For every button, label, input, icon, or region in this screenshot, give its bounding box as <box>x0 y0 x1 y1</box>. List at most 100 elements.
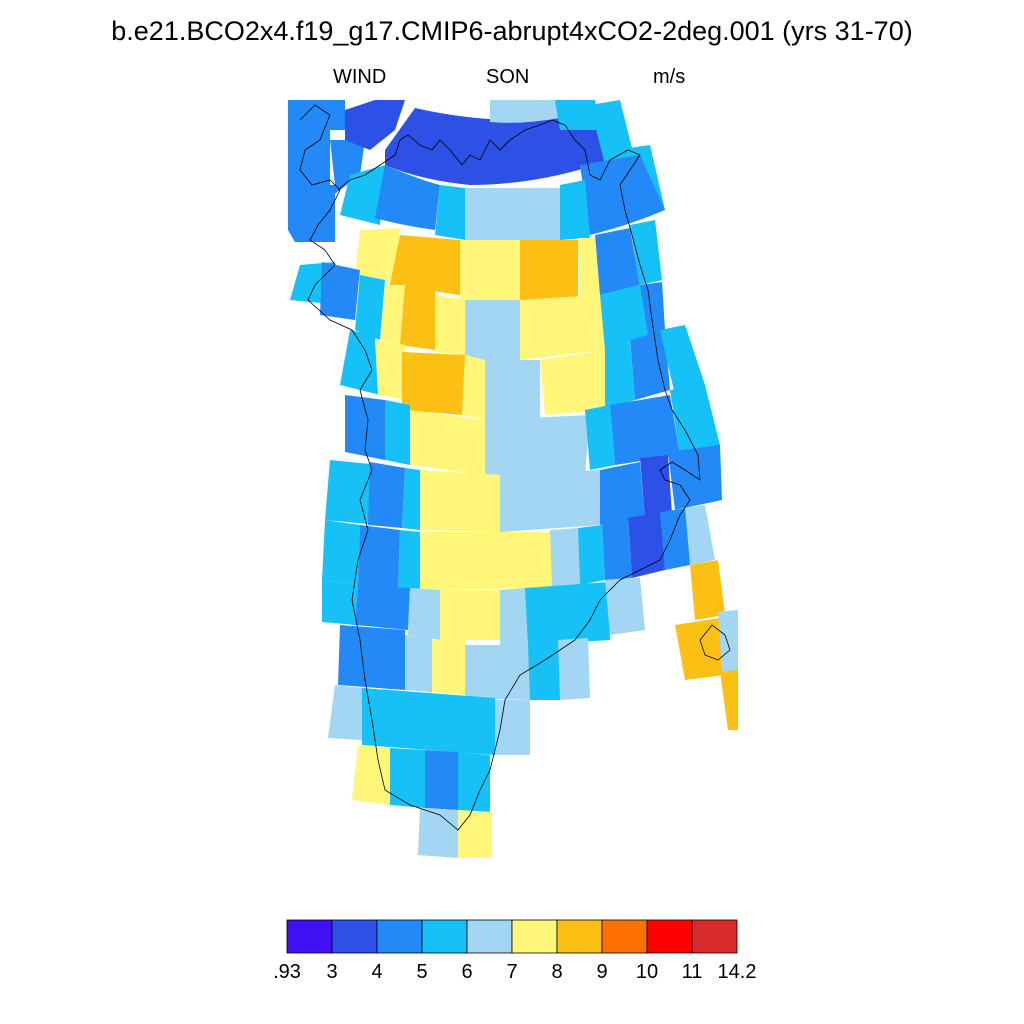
grid-cell <box>320 262 360 320</box>
colorbar-label: 4 <box>371 961 383 983</box>
grid-cell <box>345 395 385 460</box>
coastline <box>299 104 731 831</box>
colorbar-swatch <box>286 919 333 954</box>
grid-cell <box>540 350 605 415</box>
grid-cell <box>362 688 495 755</box>
grid-cell <box>578 238 600 300</box>
grid-cell <box>580 155 665 235</box>
grid-cell <box>660 508 690 570</box>
grid-cell <box>525 582 610 645</box>
grid-cell <box>400 285 435 350</box>
grid-cell <box>375 165 440 230</box>
grid-cell <box>435 295 465 355</box>
grid-cell <box>465 188 560 240</box>
grid-cell <box>458 810 492 858</box>
season-label: SON <box>486 66 530 88</box>
colorbar-swatch <box>601 919 648 954</box>
grid-cell <box>605 342 635 410</box>
grid-cell <box>495 700 530 755</box>
grid-cell <box>398 530 420 590</box>
grid-cell <box>585 405 615 470</box>
grid-cell <box>462 355 485 420</box>
colorbar-swatch <box>376 919 423 954</box>
grid-cell <box>578 525 605 585</box>
grid-cell <box>435 185 465 240</box>
grid-cell <box>380 285 405 345</box>
grid-cell <box>345 100 405 150</box>
grid-cell <box>490 100 560 123</box>
grid-cell <box>410 410 485 475</box>
grid-cell <box>338 625 405 690</box>
grid-cell <box>405 635 432 692</box>
grid-cell <box>718 610 738 675</box>
grid-cell <box>630 330 670 400</box>
grid-cell <box>320 140 365 205</box>
grid-cell <box>660 325 705 395</box>
grid-cell <box>385 105 610 185</box>
grid-cell <box>322 520 360 585</box>
grid-cell <box>288 100 345 130</box>
grid-cell <box>402 352 465 415</box>
grid-cell <box>675 618 725 680</box>
units-label: m/s <box>653 66 686 88</box>
grid-cell <box>288 185 335 242</box>
colorbar-swatch <box>646 919 693 954</box>
grid-cell <box>485 360 540 420</box>
grid-cell <box>558 638 590 700</box>
grid-cell <box>340 330 380 395</box>
colorbar-swatch <box>421 919 468 954</box>
grid-cell <box>465 645 530 700</box>
grid-cell <box>500 588 528 645</box>
grid-cell <box>355 585 410 630</box>
grid-cell <box>402 468 420 530</box>
grid-cell <box>610 395 680 465</box>
colorbar-label: 3 <box>326 961 338 983</box>
grid-cell <box>500 470 600 532</box>
grid-cell <box>520 240 578 300</box>
grid-cell <box>605 578 645 635</box>
grid-cell <box>520 295 605 360</box>
grid-cell <box>465 300 520 360</box>
colorbar-label: 7 <box>506 961 518 983</box>
grid-cell <box>602 520 632 580</box>
colorbar-label: 10 <box>635 961 659 983</box>
grid-cell <box>458 752 490 812</box>
grid-cell <box>420 532 552 590</box>
grid-cell <box>420 470 500 532</box>
colorbar-swatch <box>331 919 378 954</box>
grid-cell <box>425 750 458 810</box>
grid-cell <box>375 340 405 400</box>
grid-cell <box>670 385 720 455</box>
grid-cell <box>418 808 458 858</box>
colorbar-swatch <box>466 919 513 954</box>
grid-cell <box>560 180 590 240</box>
colorbar-label: .93 <box>273 961 301 983</box>
grid-cell <box>685 505 715 565</box>
grid-cell <box>630 220 662 285</box>
colorbar-swatch <box>511 919 558 954</box>
grid-cell <box>390 235 460 295</box>
colorbar-swatch <box>691 919 738 954</box>
grid-cell <box>352 745 390 805</box>
grid-cell <box>325 460 380 525</box>
plot-title: b.e21.BCO2x4.f19_g17.CMIP6-abrupt4xCO2-2… <box>111 16 913 46</box>
grid-cell <box>668 445 722 510</box>
grid-cell <box>690 560 725 620</box>
grid-cell <box>460 240 520 300</box>
grid-cell <box>322 580 358 625</box>
grid-cell <box>528 642 560 700</box>
grid-cell <box>550 528 580 588</box>
grid-cell <box>555 100 600 130</box>
grid-cell <box>640 282 665 335</box>
colorbar-label: 6 <box>461 961 473 983</box>
grid-cell <box>485 415 590 475</box>
grid-cell <box>640 455 672 520</box>
colorbar-label: 5 <box>416 961 428 983</box>
grid-cell <box>432 640 465 695</box>
colorbar-label: 8 <box>551 961 563 983</box>
colorbar-label: 11 <box>681 961 703 983</box>
grid-cell <box>720 670 738 730</box>
grid-cell <box>595 228 640 295</box>
